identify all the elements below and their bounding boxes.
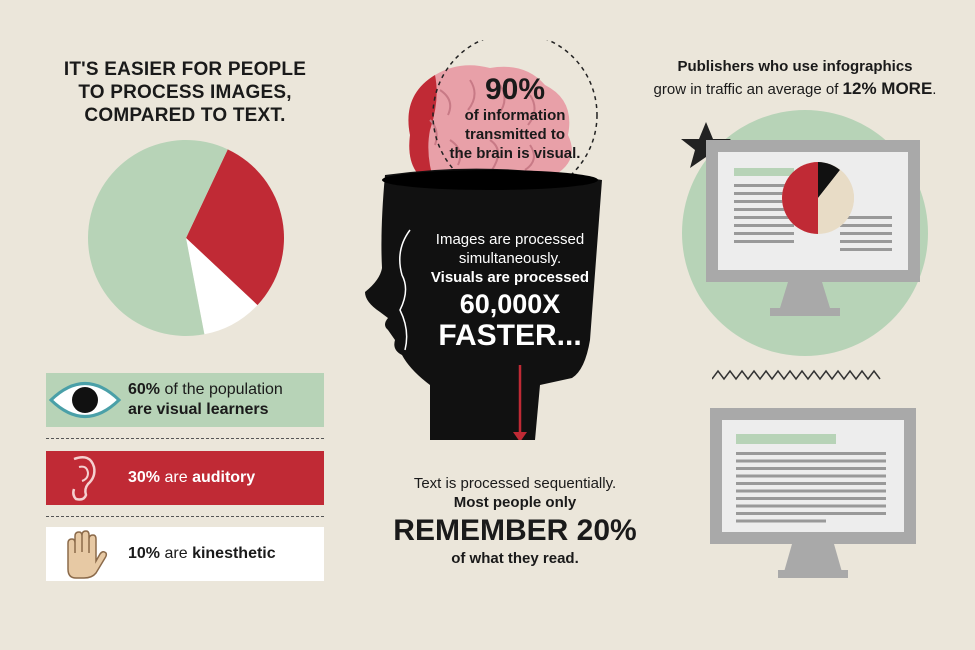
head-big-1: 60,000X — [459, 289, 561, 319]
brain-stat: 90% of information transmitted to the br… — [435, 74, 595, 163]
brain-line-2: transmitted to — [464, 126, 565, 143]
text-monitor-illustration — [710, 408, 916, 578]
auditory-learners-row: 30% are auditory — [46, 451, 324, 505]
head-line-1: Images are processed — [435, 231, 585, 248]
text-line-3: of what they read. — [451, 550, 579, 567]
eye-icon — [48, 382, 122, 418]
publishers-line-2-bold: 12% MORE — [842, 79, 933, 98]
learner-pie-chart — [87, 140, 284, 336]
left-title-line-1: IT'S EASIER FOR PEOPLE — [63, 59, 307, 80]
left-title-line-3: COMPARED TO TEXT. — [84, 105, 286, 126]
text-stat: Text is processed sequentially. Most peo… — [370, 474, 660, 568]
publishers-line-1: Publishers who use infographics — [677, 58, 913, 75]
publishers-line-2-post: . — [932, 81, 937, 98]
auditory-text-2: auditory — [192, 469, 256, 486]
visual-text-1: of the population — [164, 381, 283, 398]
head-silhouette — [365, 168, 602, 440]
left-title-line-2: TO PROCESS IMAGES, — [78, 82, 292, 103]
pie-slice-kinesthetic — [186, 238, 258, 335]
kinesthetic-text-2: kinesthetic — [192, 545, 276, 562]
visual-text-2: are visual learners — [128, 401, 269, 418]
pie-slice-visual — [87, 140, 228, 336]
head-line-2: simultaneously. — [458, 250, 562, 267]
ear-icon — [72, 456, 96, 501]
head-big-2: FASTER... — [438, 319, 582, 352]
kinesthetic-pct: 10% — [128, 545, 161, 562]
head-line-3: Visuals are processed — [430, 269, 590, 286]
text-big: REMEMBER 20% — [393, 514, 637, 547]
visual-learners-row: 60% of the population are visual learner… — [46, 373, 324, 427]
text-line-1: Text is processed sequentially. — [413, 475, 617, 492]
publishers-line-2-pre: grow in traffic an average of — [653, 81, 839, 98]
mini-pie-icon — [782, 162, 854, 234]
brain-line-1: of information — [464, 107, 566, 124]
pie-slice-auditory — [186, 149, 284, 306]
auditory-text-1: are — [164, 469, 188, 486]
hand-icon — [67, 530, 108, 579]
head-stat: Images are processed simultaneously. Vis… — [410, 230, 610, 352]
kinesthetic-learners-row: 10% are kinesthetic — [46, 527, 324, 581]
auditory-pct: 30% — [128, 469, 161, 486]
divider-1 — [46, 438, 324, 439]
publishers-stat: Publishers who use infographics grow in … — [620, 56, 970, 101]
kinesthetic-text-1: are — [164, 545, 188, 562]
left-title: IT'S EASIER FOR PEOPLE TO PROCESS IMAGES… — [40, 58, 330, 127]
brain-pct: 90% — [484, 73, 546, 106]
head-illustration — [365, 40, 602, 440]
visual-pct: 60% — [128, 381, 161, 398]
divider-2 — [46, 516, 324, 517]
text-line-2: Most people only — [453, 494, 577, 511]
infographic-monitor-illustration — [681, 110, 928, 356]
zigzag-divider — [712, 369, 881, 381]
brain-line-3: the brain is visual. — [449, 145, 581, 162]
